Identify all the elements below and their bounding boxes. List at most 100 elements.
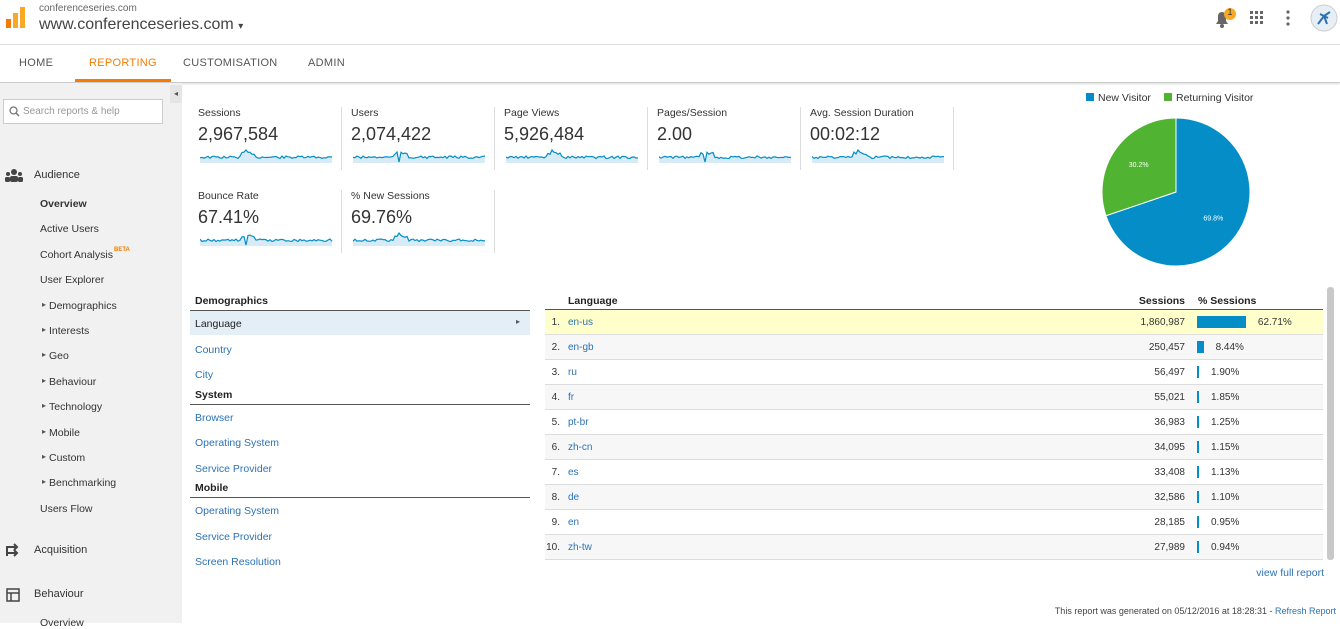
sidebar-section[interactable]: Acquisition <box>34 543 88 556</box>
sessions-value: 36,983 <box>1154 417 1185 428</box>
account-avatar[interactable] <box>1310 4 1338 32</box>
pct-label: 62.71% <box>1257 317 1292 328</box>
sidebar-collapse[interactable]: ◂ <box>170 85 182 103</box>
sidebar-item[interactable]: Active Users <box>40 223 99 236</box>
sidebar-item[interactable]: Custom <box>49 452 86 464</box>
row-rank: 5. <box>551 417 560 428</box>
expand-arrow[interactable]: ▸ <box>42 350 47 360</box>
legend-label: New Visitor <box>1098 92 1151 104</box>
nav-tab[interactable]: HOME <box>19 57 54 69</box>
dimension-link[interactable]: Service Provider <box>195 462 273 475</box>
sidebar-item[interactable]: Benchmarking <box>49 477 117 490</box>
sidebar-item[interactable]: User Explorer <box>40 274 105 287</box>
metric-label: % New Sessions <box>351 190 430 202</box>
pct-bar <box>1197 541 1199 553</box>
pct-label: 1.13% <box>1211 467 1240 478</box>
sidebar-item[interactable]: Overview <box>40 198 87 210</box>
table-row <box>545 460 1323 485</box>
expand-arrow[interactable]: ▸ <box>42 426 47 436</box>
metric-divider <box>800 107 801 170</box>
pct-label: 1.15% <box>1211 442 1240 453</box>
dimension-link[interactable]: City <box>195 369 214 381</box>
sessions-value: 32,586 <box>1154 492 1185 503</box>
dropdown-caret: ▾ <box>238 21 244 32</box>
expand-arrow[interactable]: ▸ <box>42 299 47 309</box>
dimension-link[interactable]: Service Provider <box>195 530 273 543</box>
pct-label: 0.95% <box>1211 517 1240 528</box>
pct-label: 8.44% <box>1215 342 1244 353</box>
sidebar-item[interactable]: Geo <box>49 350 69 363</box>
group-title: System <box>195 388 233 401</box>
sidebar-item[interactable]: Users Flow <box>40 502 93 515</box>
dimension-link[interactable]: Country <box>195 343 232 356</box>
search-box[interactable]: Search reports & help <box>3 99 163 124</box>
notifications-button[interactable] <box>1212 8 1236 30</box>
sidebar-section[interactable]: Audience <box>34 169 80 181</box>
language-link[interactable]: fr <box>568 392 575 403</box>
sparkline-line <box>659 151 792 163</box>
language-link[interactable]: de <box>568 492 580 503</box>
nav-tab[interactable]: ADMIN <box>308 57 345 69</box>
sidebar-item[interactable]: Technology <box>49 401 103 414</box>
pct-bar <box>1197 466 1199 478</box>
more-button[interactable] <box>1285 10 1291 26</box>
search-placeholder: Search reports & help <box>23 106 120 117</box>
language-link[interactable]: zh-tw <box>568 542 592 553</box>
metric-label: Users <box>351 107 379 119</box>
expand-arrow[interactable]: ▸ <box>42 375 47 385</box>
nav-tab[interactable]: REPORTING <box>89 57 157 69</box>
view-full-report-link[interactable]: view full report <box>1256 567 1324 579</box>
header-divider <box>0 44 1340 45</box>
metric-label: Bounce Rate <box>198 190 259 202</box>
sidebar-item[interactable]: Mobile <box>49 426 80 439</box>
nav-tab[interactable]: CUSTOMISATION <box>183 57 278 69</box>
row-rank: 4. <box>551 392 560 403</box>
dimension-link[interactable]: Browser <box>195 411 234 424</box>
sparkline-line <box>200 234 333 246</box>
pct-bar <box>1197 416 1199 428</box>
beta-badge: BETA <box>114 246 130 253</box>
language-link[interactable]: pt-br <box>568 417 589 428</box>
dimension-link[interactable]: Screen Resolution <box>195 556 281 568</box>
apps-button[interactable] <box>1250 11 1264 25</box>
language-link[interactable]: es <box>568 467 579 478</box>
acquisition-icon <box>6 543 19 557</box>
report-footer: This report was generated on 05/12/2016 … <box>1055 606 1336 616</box>
audience-icon <box>5 169 23 182</box>
property-selector[interactable]: www.conferenceseries.com ▾ <box>39 16 243 34</box>
expand-arrow[interactable]: ▸ <box>42 325 47 334</box>
sidebar-item[interactable]: Cohort Analysis <box>40 248 113 261</box>
dimension-link[interactable]: Language <box>195 318 242 330</box>
dimension-link[interactable]: Operating System <box>195 505 280 517</box>
language-link[interactable]: ru <box>568 367 577 378</box>
pie-slice <box>1105 117 1251 267</box>
sidebar-section[interactable]: Behaviour <box>34 587 84 600</box>
sparkline-line <box>506 148 639 160</box>
scrollbar <box>1327 287 1334 560</box>
sidebar-item[interactable]: Behaviour <box>49 375 97 388</box>
sparkline <box>506 148 639 163</box>
logo <box>6 7 25 28</box>
sidebar-item[interactable]: Demographics <box>49 299 117 312</box>
sparkline <box>353 150 486 163</box>
language-link[interactable]: en-gb <box>568 342 594 353</box>
account-name: conferenceseries.com <box>39 3 137 14</box>
expand-arrow[interactable]: ▸ <box>42 452 47 461</box>
expand-arrow[interactable]: ▸ <box>42 401 47 411</box>
visitor-pie-chart: New Visitor Returning Visitor 69.8% 30.2% <box>1086 92 1254 267</box>
property-name: www.conferenceseries.com <box>39 16 234 33</box>
row-rank: 3. <box>551 367 560 378</box>
dimension-link[interactable]: Operating System <box>195 437 280 449</box>
language-link[interactable]: en <box>568 517 580 528</box>
sparkline-area <box>812 150 944 163</box>
sidebar-item[interactable]: Interests <box>49 325 90 337</box>
expand-arrow[interactable]: ▸ <box>42 477 47 487</box>
row-rank: 6. <box>551 442 560 453</box>
language-link[interactable]: en-us <box>568 317 594 328</box>
pct-label: 0.94% <box>1211 542 1240 553</box>
refresh-report-link[interactable]: Refresh Report <box>1274 606 1336 616</box>
language-link[interactable]: zh-cn <box>568 442 593 453</box>
pie-label: 30.2% <box>1129 162 1149 169</box>
pct-label: 1.10% <box>1211 492 1240 503</box>
